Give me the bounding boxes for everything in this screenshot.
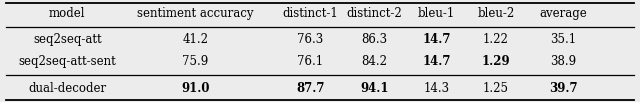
Text: 75.9: 75.9 [182, 55, 209, 68]
Text: average: average [540, 7, 587, 20]
Text: 1.25: 1.25 [483, 82, 509, 95]
Text: seq2seq-att: seq2seq-att [33, 33, 102, 46]
Text: 14.7: 14.7 [422, 55, 451, 68]
Text: dual-decoder: dual-decoder [28, 82, 106, 95]
Text: 86.3: 86.3 [362, 33, 387, 46]
Text: bleu-1: bleu-1 [418, 7, 455, 20]
Text: 14.7: 14.7 [422, 33, 451, 46]
Text: sentiment accuracy: sentiment accuracy [137, 7, 253, 20]
Text: seq2seq-att-sent: seq2seq-att-sent [19, 55, 116, 68]
Text: 1.29: 1.29 [482, 55, 510, 68]
Text: distinct-1: distinct-1 [282, 7, 339, 20]
Text: 14.3: 14.3 [424, 82, 449, 95]
Text: 38.9: 38.9 [550, 55, 576, 68]
Text: 41.2: 41.2 [182, 33, 208, 46]
Text: 76.3: 76.3 [297, 33, 324, 46]
Text: 87.7: 87.7 [296, 82, 324, 95]
Text: distinct-2: distinct-2 [346, 7, 403, 20]
Text: 94.1: 94.1 [360, 82, 388, 95]
Text: 91.0: 91.0 [181, 82, 209, 95]
Text: 39.7: 39.7 [549, 82, 577, 95]
Text: 1.22: 1.22 [483, 33, 509, 46]
Text: 76.1: 76.1 [298, 55, 323, 68]
Text: 84.2: 84.2 [362, 55, 387, 68]
Text: model: model [49, 7, 86, 20]
Text: bleu-2: bleu-2 [477, 7, 515, 20]
Text: 35.1: 35.1 [550, 33, 576, 46]
